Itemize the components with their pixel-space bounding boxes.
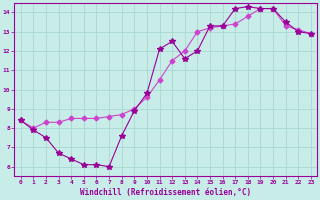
- X-axis label: Windchill (Refroidissement éolien,°C): Windchill (Refroidissement éolien,°C): [80, 188, 252, 197]
